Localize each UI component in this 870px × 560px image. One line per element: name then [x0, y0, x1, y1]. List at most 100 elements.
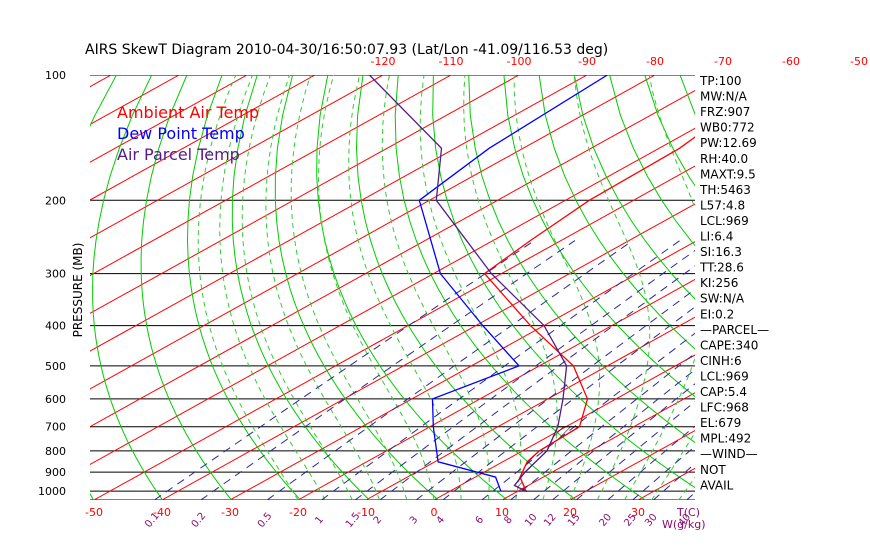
- dry-adiabat: [503, 75, 695, 398]
- moist-adiabat: [513, 75, 601, 500]
- index-entry: LCL:969: [700, 369, 749, 383]
- isotherm: [90, 127, 695, 466]
- index-entry: WB0:772: [700, 121, 755, 135]
- mixing-ratio-line: [415, 288, 695, 500]
- top-temp-tick-labels: -120-110-100-90-80-70-60-50-40: [371, 55, 868, 68]
- top-temp-tick: -110: [439, 55, 464, 68]
- isotherm: [90, 75, 588, 352]
- mixing-ratio-tick: 1: [313, 514, 326, 526]
- mixing-ratio-tick: 10: [523, 512, 540, 529]
- index-entry: PW:12.69: [700, 136, 757, 150]
- mixing-ratio-line: [200, 240, 576, 500]
- bottom-temp-tick: -10: [357, 506, 375, 519]
- parcel-temp-line: [368, 75, 568, 492]
- mixing-ratio-tick: 6: [474, 514, 487, 526]
- moist-adiabat: [463, 75, 558, 500]
- mixing-ratio-line: [532, 369, 695, 500]
- mixing-ratio-line: [379, 265, 695, 500]
- isotherm: [93, 165, 695, 500]
- isotherm: [774, 75, 870, 500]
- dry-adiabat: [274, 75, 439, 500]
- bottom-temp-tick: -30: [221, 506, 239, 519]
- dry-adiabat: [0, 75, 46, 500]
- mixing-ratio-line: [653, 462, 695, 500]
- dry-adiabat: [856, 75, 870, 500]
- index-entry: CINH:6: [700, 354, 742, 368]
- pressure-tick-700: 700: [45, 421, 66, 434]
- top-temp-tick: -70: [714, 55, 732, 68]
- pressure-tick-500: 500: [45, 360, 66, 373]
- dry-adiabat: [186, 75, 301, 500]
- pressure-tick-100: 100: [45, 69, 66, 82]
- mixing-ratio-line: [321, 240, 681, 500]
- pressure-tick-labels: 100 200 300 400 500 600 700 800 900 1000: [38, 69, 66, 498]
- mixing-ratio-tick: 20: [597, 512, 614, 529]
- index-entry: KI:256: [700, 276, 738, 290]
- dry-adiabat: [644, 75, 695, 187]
- legend-entry: Dew Point Temp: [117, 124, 245, 143]
- ambient-temp-line: [483, 136, 695, 492]
- chart-title: AIRS SkewT Diagram 2010-04-30/16:50:07.9…: [85, 42, 608, 58]
- dry-adiabat: [0, 75, 81, 500]
- moist-adiabat: [197, 75, 299, 500]
- bottom-temp-tick: 0: [431, 506, 438, 519]
- mixing-ratio-line: [266, 240, 633, 500]
- index-entry: FRZ:907: [700, 105, 750, 119]
- mixing-ratio-tick: 4: [435, 514, 448, 526]
- mixing-ratio-tick: 0.2: [190, 511, 209, 530]
- dry-adiabat: [468, 75, 695, 444]
- index-entry: LFC:968: [700, 401, 749, 415]
- isotherm: [365, 316, 695, 500]
- mixing-ratio-line: [354, 249, 695, 500]
- isotherm: [90, 75, 316, 201]
- bottom-temp-tick: -40: [153, 506, 171, 519]
- isotherm: [90, 75, 248, 163]
- index-entry: CAPE:340: [700, 338, 758, 352]
- index-entry: EL:679: [700, 416, 741, 430]
- index-entry: LI:6.4: [700, 230, 733, 244]
- index-entry: SW:N/A: [700, 292, 745, 306]
- dry-adiabat: [0, 75, 11, 500]
- isotherm: [842, 75, 870, 500]
- index-entry: TT:28.6: [699, 261, 744, 275]
- top-temp-tick: -50: [850, 55, 868, 68]
- dry-adiabat: [432, 75, 695, 489]
- dry-adiabat: [355, 75, 577, 500]
- mixing-ratio-lines: [154, 240, 695, 500]
- index-entry: SI:16.3: [700, 245, 742, 259]
- moist-adiabat-lines: [197, 75, 695, 500]
- pressure-tick-600: 600: [45, 393, 66, 406]
- dry-adiabat: [750, 75, 870, 500]
- pressure-tick-1000: 1000: [38, 485, 66, 498]
- index-entry: —WIND—: [700, 447, 758, 461]
- legend: Ambient Air Temp Dew Point Temp Air Parcel…: [117, 103, 259, 164]
- index-entry: MW:N/A: [700, 90, 748, 104]
- bottom-temp-tick: 10: [495, 506, 509, 519]
- dry-adiabat: [140, 75, 232, 500]
- mixing-ratio-line: [154, 240, 535, 500]
- index-entry: MPL:492: [700, 432, 751, 446]
- moist-adiabat: [265, 75, 381, 500]
- top-temp-tick: -90: [578, 55, 596, 68]
- index-entry: NOT: [700, 463, 726, 477]
- mixing-ratio-tick: 30: [643, 512, 660, 529]
- top-temp-tick: -80: [646, 55, 664, 68]
- pressure-tick-400: 400: [45, 320, 66, 333]
- dry-adiabat: [92, 75, 163, 500]
- moist-adiabat: [419, 75, 522, 500]
- pressure-tick-800: 800: [45, 445, 66, 458]
- moist-adiabat: [219, 75, 326, 500]
- isotherm: [161, 203, 695, 500]
- mixing-ratio-tick: 3: [408, 514, 421, 526]
- isotherm: [90, 75, 452, 277]
- dry-adiabat: [231, 75, 370, 500]
- dry-adiabat: [573, 75, 695, 300]
- dry-adiabat: [538, 75, 695, 350]
- legend-entry: Air Parcel Temp: [117, 145, 240, 164]
- mixing-ratio-tick: 2: [372, 514, 385, 526]
- dry-adiabat: [786, 75, 870, 500]
- w-axis-label: W(g/kg): [662, 518, 706, 531]
